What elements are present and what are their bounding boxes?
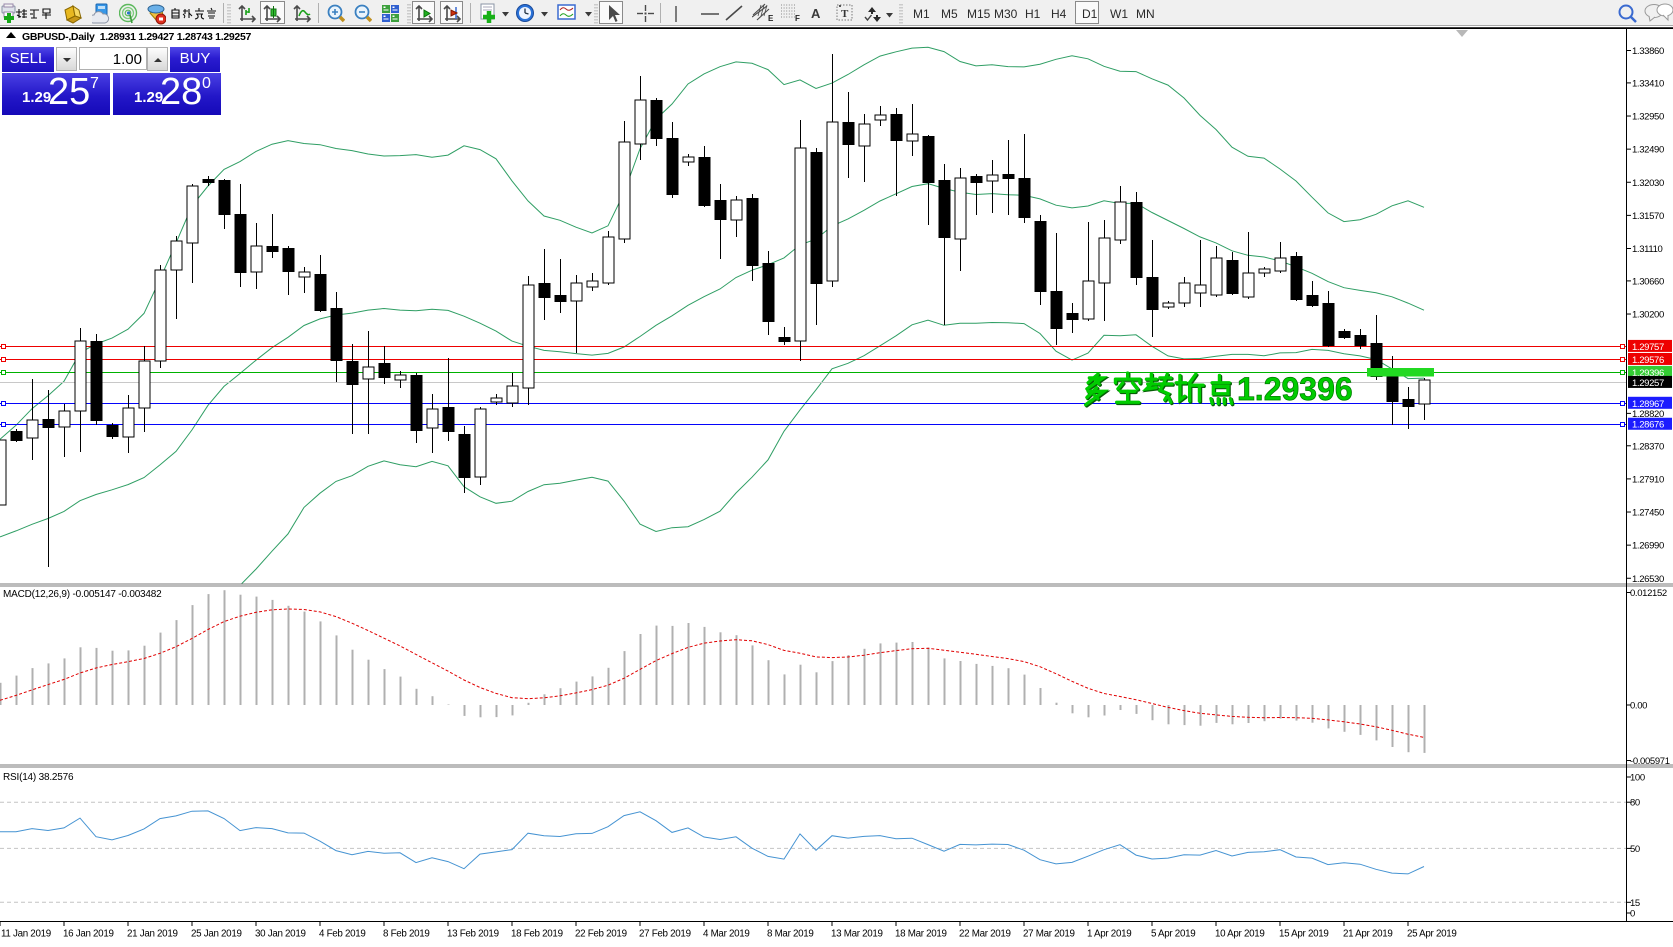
svg-text:1.30200: 1.30200 [1632,310,1664,321]
svg-text:21 Apr 2019: 21 Apr 2019 [1343,929,1393,940]
svg-text:80: 80 [1630,798,1640,809]
svg-text:16 Jan 2019: 16 Jan 2019 [63,929,114,940]
svg-text:100: 100 [1630,773,1645,784]
svg-text:15 Apr 2019: 15 Apr 2019 [1279,929,1329,940]
svg-text:1.30660: 1.30660 [1632,276,1664,287]
svg-text:10 Apr 2019: 10 Apr 2019 [1215,929,1265,940]
svg-text:1.27450: 1.27450 [1632,508,1664,519]
svg-text:8 Mar 2019: 8 Mar 2019 [767,929,814,940]
svg-text:21 Jan 2019: 21 Jan 2019 [127,929,178,940]
svg-text:1.26530: 1.26530 [1632,574,1664,585]
svg-text:1.27910: 1.27910 [1632,474,1664,485]
svg-text:1.33860: 1.33860 [1632,46,1664,57]
svg-text:1.28370: 1.28370 [1632,441,1664,452]
svg-text:1.29257: 1.29257 [1632,378,1664,389]
svg-text:0.00: 0.00 [1630,701,1647,712]
svg-text:1.32490: 1.32490 [1632,145,1664,156]
svg-text:1.29757: 1.29757 [1632,342,1664,353]
svg-text:5 Apr 2019: 5 Apr 2019 [1151,929,1195,940]
svg-text:30 Jan 2019: 30 Jan 2019 [255,929,306,940]
svg-text:F: F [795,14,800,23]
svg-text:4 Feb 2019: 4 Feb 2019 [319,929,366,940]
svg-text:1.31110: 1.31110 [1632,244,1663,255]
svg-text:27 Mar 2019: 27 Mar 2019 [1023,929,1075,940]
svg-text:0.012152: 0.012152 [1630,588,1667,599]
svg-text:1.29576: 1.29576 [1632,355,1664,366]
svg-text:MACD(12,26,9) -0.005147 -0.003: MACD(12,26,9) -0.005147 -0.003482 [3,589,162,600]
svg-text:4 Mar 2019: 4 Mar 2019 [703,929,750,940]
svg-text:11 Jan 2019: 11 Jan 2019 [1,929,51,940]
svg-text:18 Mar 2019: 18 Mar 2019 [895,929,947,940]
svg-text:22 Mar 2019: 22 Mar 2019 [959,929,1011,940]
svg-text:1.32950: 1.32950 [1632,112,1664,123]
svg-text:1.29396: 1.29396 [1237,371,1353,407]
svg-text:25 Apr 2019: 25 Apr 2019 [1407,929,1457,940]
svg-text:GBPUSD-,Daily 1.28931 1.29427: GBPUSD-,Daily 1.28931 1.29427 1.28743 1.… [22,31,251,43]
svg-text:13 Feb 2019: 13 Feb 2019 [447,929,499,940]
svg-text:1.31570: 1.31570 [1632,211,1664,222]
svg-text:1.32030: 1.32030 [1632,178,1664,189]
svg-text:1.28820: 1.28820 [1632,409,1664,420]
svg-text:1.26990: 1.26990 [1632,541,1664,552]
svg-text:27 Feb 2019: 27 Feb 2019 [639,929,691,940]
svg-text:1 Apr 2019: 1 Apr 2019 [1087,929,1131,940]
svg-text:50: 50 [1630,844,1640,855]
svg-text:18 Feb 2019: 18 Feb 2019 [511,929,563,940]
svg-text:1.29396: 1.29396 [1237,371,1353,407]
svg-text:E: E [768,14,774,23]
svg-text:1.28967: 1.28967 [1632,399,1664,410]
svg-text:15: 15 [1630,898,1640,909]
svg-text:0: 0 [1630,909,1635,920]
svg-text:1.28676: 1.28676 [1632,420,1664,431]
svg-text:1.33410: 1.33410 [1632,78,1664,89]
svg-text:1.29396: 1.29396 [1632,368,1664,379]
svg-text:13 Mar 2019: 13 Mar 2019 [831,929,883,940]
svg-text:RSI(14) 38.2576: RSI(14) 38.2576 [3,772,74,783]
svg-text:22 Feb 2019: 22 Feb 2019 [575,929,627,940]
svg-text:-0.005971: -0.005971 [1630,756,1670,767]
svg-text:8 Feb 2019: 8 Feb 2019 [383,929,430,940]
svg-text:25 Jan 2019: 25 Jan 2019 [191,929,242,940]
svg-text:T: T [841,8,849,20]
